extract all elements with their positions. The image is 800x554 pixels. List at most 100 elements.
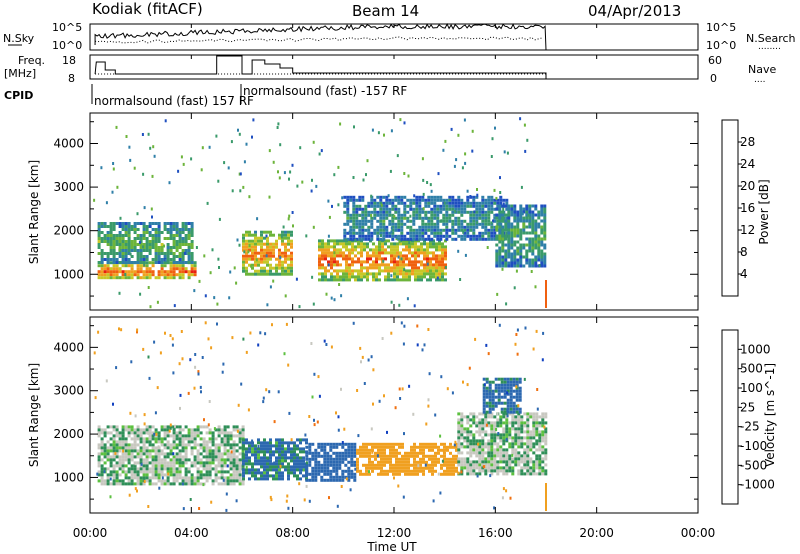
heatmap-cell (379, 207, 383, 211)
heatmap-cell (417, 278, 420, 282)
heatmap-cell (449, 442, 452, 446)
heatmap-cell (323, 472, 327, 476)
heatmap-cell (281, 438, 284, 442)
heatmap-cell (115, 270, 119, 274)
heatmap-cell (517, 445, 521, 449)
heatmap-cell (121, 452, 125, 456)
heatmap-cell (226, 431, 230, 435)
heatmap-cell (242, 438, 245, 442)
heatmap-cell (484, 415, 488, 419)
heatmap-cell (359, 346, 362, 350)
heatmap-cell (230, 140, 233, 144)
heatmap-cell (175, 228, 179, 231)
heatmap-cell (495, 228, 499, 232)
heatmap-cell (469, 472, 473, 476)
heatmap-cell (454, 231, 458, 235)
heatmap-cell (275, 272, 278, 276)
heatmap-cell (405, 254, 408, 258)
heatmap-cell (109, 470, 113, 474)
heatmap-cell (97, 261, 101, 264)
heatmap-cell (245, 266, 248, 270)
heatmap-cell (269, 468, 272, 472)
heatmap-cell (495, 207, 499, 211)
heatmap-cell (532, 415, 536, 419)
heatmap-cell (336, 248, 339, 252)
heatmap-cell (403, 195, 407, 199)
heatmap-cell (226, 437, 230, 441)
heatmap-cell (154, 276, 158, 280)
heatmap-cell (500, 377, 504, 381)
heatmap-cell (235, 458, 239, 462)
heatmap-cell (438, 257, 441, 261)
heatmap-cell (269, 257, 272, 261)
heatmap-cell (327, 260, 330, 264)
heatmap-cell (478, 427, 482, 431)
heatmap-cell (241, 449, 245, 453)
heatmap-cell (378, 248, 381, 252)
heatmap-cell (178, 449, 182, 453)
heatmap-cell (257, 269, 260, 273)
heatmap-cell (535, 448, 539, 452)
heatmap-cell (254, 248, 257, 252)
heatmap-cell (100, 452, 104, 456)
heatmap-cell (226, 470, 230, 474)
heatmap-cell (344, 457, 348, 461)
heatmap-cell (496, 421, 500, 425)
heatmap-cell (239, 189, 242, 193)
heatmap-cell (541, 430, 545, 434)
heatmap-cell (142, 237, 146, 240)
heatmap-cell (506, 383, 510, 387)
heatmap-cell (169, 426, 172, 430)
heatmap-cell (145, 243, 149, 246)
heatmap-cell (118, 482, 122, 486)
heatmap-cell (355, 216, 359, 220)
heatmap-cell (266, 465, 269, 469)
heatmap-cell (485, 386, 489, 390)
heatmap-cell (172, 443, 176, 447)
heatmap-cell (511, 421, 515, 425)
heatmap-cell (335, 457, 339, 461)
heatmap-cell (405, 269, 408, 273)
heatmap-cell (388, 201, 392, 205)
heatmap-cell (432, 269, 435, 273)
heatmap-cell (487, 463, 491, 467)
heatmap-cell (148, 276, 152, 280)
heatmap-cell (484, 460, 488, 464)
heatmap-cell (127, 458, 131, 462)
heatmap-cell (251, 263, 254, 267)
heatmap-cell (395, 469, 398, 473)
heatmap-cell (356, 451, 359, 455)
heatmap-cell (118, 458, 122, 462)
heatmap-cell (424, 225, 428, 229)
heatmap-cell (418, 234, 422, 238)
heatmap-cell (487, 442, 491, 446)
heatmap-cell (347, 478, 351, 482)
heatmap-cell (534, 204, 538, 208)
heatmap-cell (363, 382, 366, 385)
heatmap-cell (364, 207, 368, 211)
heatmap-cell (378, 399, 381, 403)
heatmap-cell (320, 442, 324, 446)
heatmap-cell (452, 463, 455, 467)
heatmap-cell (370, 237, 374, 241)
heatmap-cell (382, 213, 386, 217)
heatmap-cell (426, 260, 429, 264)
heatmap-cell (469, 201, 473, 205)
heatmap-cell (133, 482, 137, 486)
heatmap-cell (263, 477, 266, 481)
heatmap-cell (270, 498, 273, 502)
heatmap-cell (259, 331, 262, 335)
heatmap-cell (257, 459, 260, 463)
heatmap-cell (481, 424, 485, 428)
heatmap-cell (157, 473, 161, 477)
heatmap-cell (475, 451, 479, 455)
heatmap-cell (434, 463, 437, 467)
heatmap-cell (429, 239, 432, 243)
heatmap-cell (203, 254, 206, 258)
heatmap-cell (340, 485, 343, 488)
heatmap-cell (223, 161, 226, 165)
heatmap-cell (439, 434, 442, 438)
heatmap-cell (172, 452, 175, 456)
heatmap-cell (311, 475, 315, 479)
heatmap-cell (505, 302, 508, 306)
